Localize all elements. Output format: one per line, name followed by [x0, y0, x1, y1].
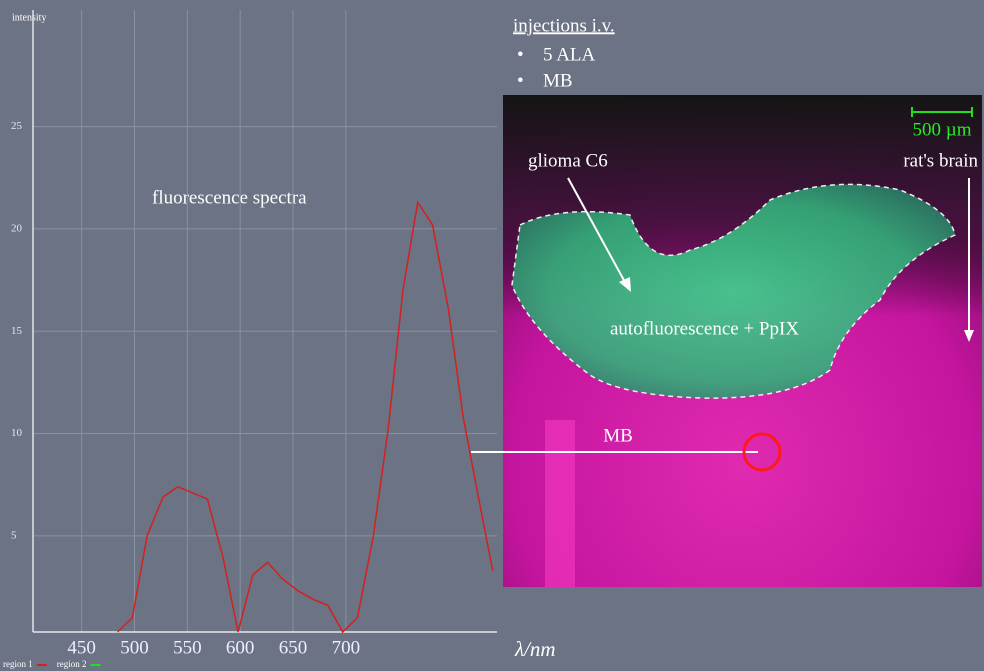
scale-label: 500 µm [913, 119, 972, 140]
x-tick-label: 650 [279, 637, 308, 658]
y-tick-label: 25 [11, 120, 23, 132]
legend-label: region 2 [57, 659, 87, 669]
x-tick-label: 550 [173, 637, 202, 658]
x-tick-label: 450 [67, 637, 96, 658]
bright-streak [545, 420, 575, 587]
injection-item: MB [543, 70, 573, 91]
image-label: autofluorescence + PpIX [610, 318, 799, 339]
x-tick-label: 500 [120, 637, 149, 658]
page: 500 µm glioma C6 rat's brain autofluores… [0, 0, 984, 671]
y-axis-title: intensity [12, 12, 46, 23]
x-axis-title: λ/nm [514, 637, 556, 661]
x-tick-label: 700 [332, 637, 361, 658]
y-tick-label: 5 [11, 529, 17, 541]
injections-heading: injections i.v. [513, 15, 615, 36]
figure: 500 µm glioma C6 rat's brain autofluores… [0, 0, 984, 671]
image-label: glioma C6 [528, 150, 608, 171]
image-label: rat's brain [903, 150, 978, 171]
y-tick-label: 20 [11, 222, 23, 234]
bullet: • [517, 44, 524, 65]
y-tick-label: 10 [11, 427, 23, 439]
series-line [118, 202, 493, 632]
y-tick-label: 15 [11, 325, 23, 337]
chart-title: fluorescence spectra [152, 187, 307, 208]
legend-label: region 1 [3, 659, 33, 669]
bullet: • [517, 70, 524, 91]
x-tick-label: 600 [226, 637, 255, 658]
image-label: MB [603, 425, 633, 446]
injection-item: 5 ALA [543, 44, 596, 65]
